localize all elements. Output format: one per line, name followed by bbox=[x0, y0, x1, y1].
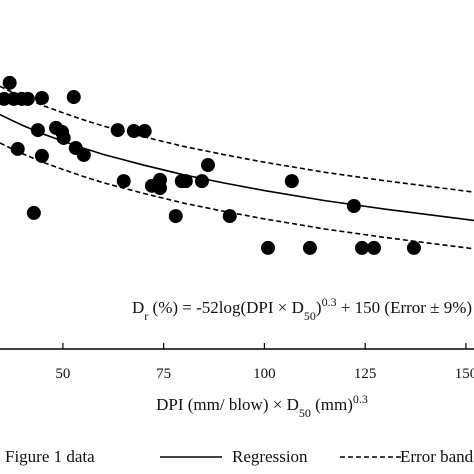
data-point bbox=[66, 90, 81, 105]
x-axis-label: DPI (mm/ blow) × D50 (mm)0.3 bbox=[156, 392, 368, 420]
data-point bbox=[56, 130, 71, 145]
data-point bbox=[20, 91, 35, 106]
text-piece: + 150 (Error ± 9%) bbox=[337, 298, 473, 317]
data-point bbox=[10, 141, 25, 156]
data-point bbox=[110, 123, 125, 138]
data-point bbox=[137, 124, 152, 139]
text-piece: (mm) bbox=[311, 395, 353, 414]
data-point bbox=[76, 147, 91, 162]
data-point bbox=[302, 240, 317, 255]
data-point bbox=[116, 174, 131, 189]
legend-label: Regression bbox=[232, 447, 308, 466]
data-point bbox=[367, 240, 382, 255]
text-piece: 0.3 bbox=[322, 295, 337, 309]
x-tick-label: 125 bbox=[354, 366, 377, 382]
x-tick-label: 50 bbox=[55, 366, 70, 382]
data-point bbox=[26, 205, 41, 220]
text-piece: 0.3 bbox=[353, 392, 368, 406]
data-point bbox=[406, 240, 421, 255]
text-piece: (%) = -52log(DPI × D bbox=[148, 298, 304, 317]
text-piece: D bbox=[132, 298, 144, 317]
plot-area bbox=[0, 75, 474, 255]
data-point bbox=[194, 174, 209, 189]
legend: Figure 1 data Regression Error band bbox=[5, 447, 474, 466]
text-piece: r bbox=[144, 309, 148, 323]
legend-label: Error band bbox=[400, 447, 474, 466]
data-point bbox=[346, 198, 361, 213]
data-point bbox=[2, 75, 17, 90]
x-tick-label: 75 bbox=[156, 366, 171, 382]
x-tick-label: 100 bbox=[253, 366, 276, 382]
curve bbox=[0, 113, 474, 222]
text-piece: DPI (mm/ blow) × D bbox=[156, 395, 299, 414]
legend-label: Figure 1 data bbox=[5, 447, 95, 466]
curve bbox=[0, 85, 474, 193]
data-point bbox=[34, 90, 49, 105]
data-point bbox=[178, 174, 193, 189]
data-point bbox=[153, 181, 168, 196]
data-point bbox=[200, 158, 215, 173]
data-point bbox=[354, 240, 369, 255]
x-tick-label: 150 bbox=[455, 366, 474, 382]
curve-lower bbox=[0, 142, 474, 250]
data-point bbox=[34, 148, 49, 163]
data-point bbox=[261, 240, 276, 255]
equation: Dr (%) = -52log(DPI × D50)0.3 + 150 (Err… bbox=[132, 295, 472, 323]
text-piece: 50 bbox=[299, 406, 311, 420]
data-point bbox=[284, 174, 299, 189]
text-piece: 50 bbox=[304, 309, 316, 323]
text-piece: ) bbox=[316, 298, 322, 317]
data-point bbox=[168, 209, 183, 224]
